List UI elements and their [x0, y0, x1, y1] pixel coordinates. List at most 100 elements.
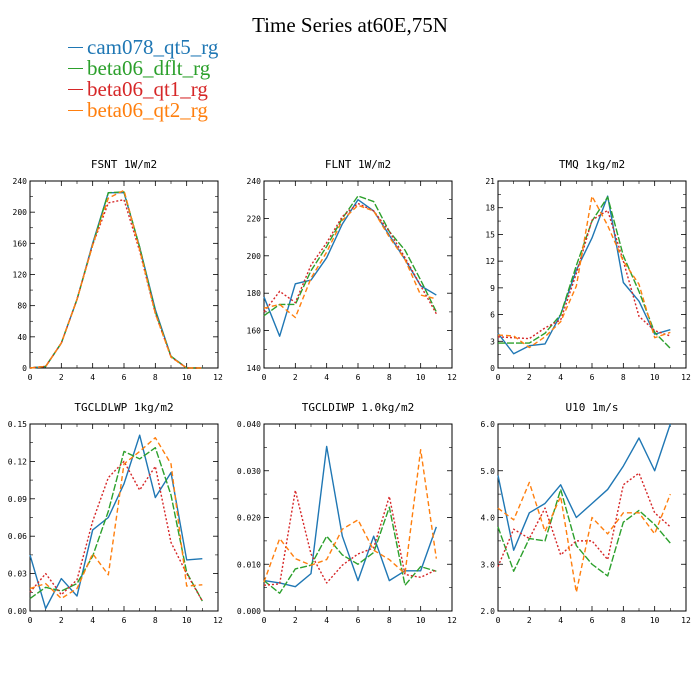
y-tick-label: 200: [13, 208, 28, 217]
chart-title: TMQ 1kg/m2: [559, 158, 625, 171]
y-tick-label: 0.03: [8, 570, 27, 579]
x-tick-label: 12: [447, 373, 457, 382]
x-tick-label: 2: [293, 616, 298, 625]
x-tick-label: 10: [182, 616, 192, 625]
legend-label: cam078_qt5_rg: [87, 35, 219, 59]
series-line-beta06_qt1_rg: [29, 198, 203, 369]
legend-swatch: [68, 109, 83, 111]
x-tick-label: 0: [262, 616, 267, 625]
y-tick-label: 0: [490, 364, 495, 373]
x-tick-label: 4: [90, 373, 95, 382]
series-line-beta06_qt1_rg: [29, 460, 203, 602]
x-tick-label: 12: [213, 373, 223, 382]
y-tick-label: 3.0: [481, 560, 496, 569]
legend-label: beta06_qt2_rg: [87, 98, 208, 122]
series-line-beta06_dflt_rg: [498, 196, 671, 349]
series-line-beta06_qt1_rg: [263, 202, 437, 315]
legend-label: beta06_qt1_rg: [87, 77, 208, 101]
series-line-beta06_qt2_rg: [29, 189, 203, 369]
y-tick-label: 0.020: [237, 514, 261, 523]
series-line-cam078_qt5_rg: [497, 195, 671, 355]
y-tick-label: 200: [247, 252, 262, 261]
plot-frame: [29, 180, 219, 369]
y-tick-label: 2.0: [481, 607, 496, 616]
legend-label: beta06_dflt_rg: [87, 56, 211, 80]
legend-item: beta06_qt2_rg: [68, 100, 218, 121]
x-tick-label: 6: [590, 616, 595, 625]
y-tick-label: 0.09: [8, 495, 27, 504]
legend-swatch: [68, 67, 83, 69]
y-tick-label: 0.06: [8, 532, 27, 541]
y-tick-label: 160: [13, 239, 28, 248]
x-tick-label: 8: [153, 616, 158, 625]
figure-title: Time Series at60E,75N: [252, 13, 448, 37]
x-tick-label: 0: [262, 373, 267, 382]
x-tick-label: 8: [153, 373, 158, 382]
x-tick-label: 12: [213, 616, 223, 625]
x-tick-label: 10: [650, 373, 660, 382]
x-tick-label: 12: [681, 616, 691, 625]
series-line-beta06_dflt_rg: [29, 191, 203, 369]
y-tick-label: 18: [485, 204, 495, 213]
y-tick-label: 5.0: [481, 467, 496, 476]
x-tick-label: 2: [59, 616, 64, 625]
chart-panel: U10 1m/s 0 2 4 6 8 10 12 2.0 3.0 4.0 5.0 6.0: [481, 401, 691, 625]
x-tick-label: 2: [527, 616, 532, 625]
plot-frame: [497, 180, 687, 369]
y-tick-label: 6.0: [481, 420, 496, 429]
plot-frame: [263, 180, 453, 369]
y-tick-label: 220: [247, 214, 262, 223]
y-tick-label: 12: [485, 257, 495, 266]
x-tick-label: 8: [387, 373, 392, 382]
x-tick-label: 12: [447, 616, 457, 625]
chart-title: FLNT 1W/m2: [325, 158, 391, 171]
x-tick-label: 6: [122, 616, 127, 625]
legend: cam078_qt5_rg beta06_dflt_rg beta06_qt1_…: [68, 37, 218, 121]
y-tick-label: 0.010: [237, 560, 261, 569]
chart-panel: TMQ 1kg/m2 0 2 4 6 8 10 12 0 3 6 9 12 15 18 21: [485, 158, 691, 382]
x-tick-label: 4: [90, 616, 95, 625]
x-tick-label: 2: [293, 373, 298, 382]
y-tick-label: 21: [485, 177, 495, 186]
y-tick-label: 3: [490, 337, 495, 346]
y-tick-label: 240: [13, 177, 28, 186]
x-tick-label: 2: [59, 373, 64, 382]
x-tick-label: 4: [324, 373, 329, 382]
y-tick-label: 0.15: [8, 420, 27, 429]
x-tick-label: 8: [621, 373, 626, 382]
series-line-beta06_qt2_rg: [263, 204, 437, 319]
series-line-beta06_dflt_rg: [497, 488, 671, 577]
legend-swatch: [68, 88, 83, 90]
chart-title: FSNT 1W/m2: [91, 158, 157, 171]
x-tick-label: 8: [387, 616, 392, 625]
x-tick-label: 2: [527, 373, 532, 382]
x-tick-label: 6: [122, 373, 127, 382]
series-line-beta06_qt1_rg: [263, 489, 437, 586]
y-tick-label: 15: [485, 230, 495, 239]
y-tick-label: 140: [247, 364, 262, 373]
series-line-beta06_qt1_rg: [497, 209, 671, 340]
x-tick-label: 4: [558, 616, 563, 625]
x-tick-label: 0: [496, 616, 501, 625]
x-tick-label: 0: [496, 373, 501, 382]
y-tick-label: 4.0: [481, 514, 496, 523]
y-tick-label: 0.12: [8, 457, 27, 466]
series-line-cam078_qt5_rg: [29, 191, 203, 369]
y-tick-label: 0.000: [237, 607, 261, 616]
x-tick-label: 8: [621, 616, 626, 625]
series-line-beta06_dflt_rg: [263, 506, 437, 594]
series-line-beta06_qt2_rg: [497, 481, 671, 593]
x-tick-label: 4: [558, 373, 563, 382]
legend-swatch: [68, 46, 83, 48]
y-tick-label: 6: [490, 311, 495, 320]
chart-panel: TGCLDLWP 1kg/m2 0 2 4 6 8 10 12 0.00 0.03 0.06 0.09…: [8, 401, 223, 625]
chart-title: TGCLDLWP 1kg/m2: [74, 401, 173, 414]
plot-frame: [263, 423, 453, 612]
legend-item: cam078_qt5_rg: [68, 37, 218, 58]
x-tick-label: 12: [681, 373, 691, 382]
series-line-beta06_qt2_rg: [263, 449, 438, 583]
y-tick-label: 0.030: [237, 467, 261, 476]
x-tick-label: 6: [356, 616, 361, 625]
y-tick-label: 9: [490, 284, 495, 293]
